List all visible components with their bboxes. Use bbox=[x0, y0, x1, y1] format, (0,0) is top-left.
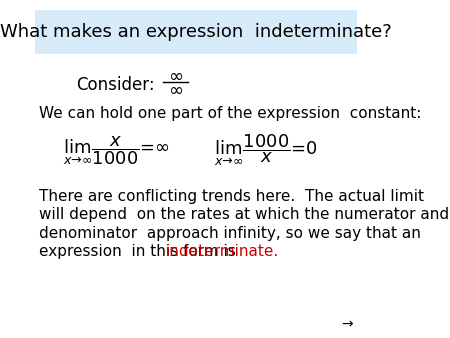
Text: $\lim_{x \to \infty} \dfrac{x}{1000} = \infty$: $\lim_{x \to \infty} \dfrac{x}{1000} = \… bbox=[63, 134, 171, 167]
Text: We can hold one part of the expression  constant:: We can hold one part of the expression c… bbox=[39, 106, 421, 121]
Text: There are conflicting trends here.  The actual limit: There are conflicting trends here. The a… bbox=[39, 189, 424, 203]
Text: indeterminate.: indeterminate. bbox=[166, 244, 279, 259]
Text: →: → bbox=[341, 317, 352, 332]
Text: Consider:: Consider: bbox=[76, 75, 154, 94]
Text: will depend  on the rates at which the numerator and: will depend on the rates at which the nu… bbox=[39, 207, 449, 222]
Text: denominator  approach infinity, so we say that an: denominator approach infinity, so we say… bbox=[39, 226, 421, 241]
FancyBboxPatch shape bbox=[36, 10, 357, 54]
Text: $\infty$: $\infty$ bbox=[168, 67, 183, 85]
Text: $\lim_{x \to \infty} \dfrac{1000}{x} = 0$: $\lim_{x \to \infty} \dfrac{1000}{x} = 0… bbox=[214, 133, 318, 168]
Text: What makes an expression  indeterminate?: What makes an expression indeterminate? bbox=[0, 23, 392, 41]
Text: $\infty$: $\infty$ bbox=[168, 80, 183, 99]
Text: expression  in this form is: expression in this form is bbox=[39, 244, 241, 259]
